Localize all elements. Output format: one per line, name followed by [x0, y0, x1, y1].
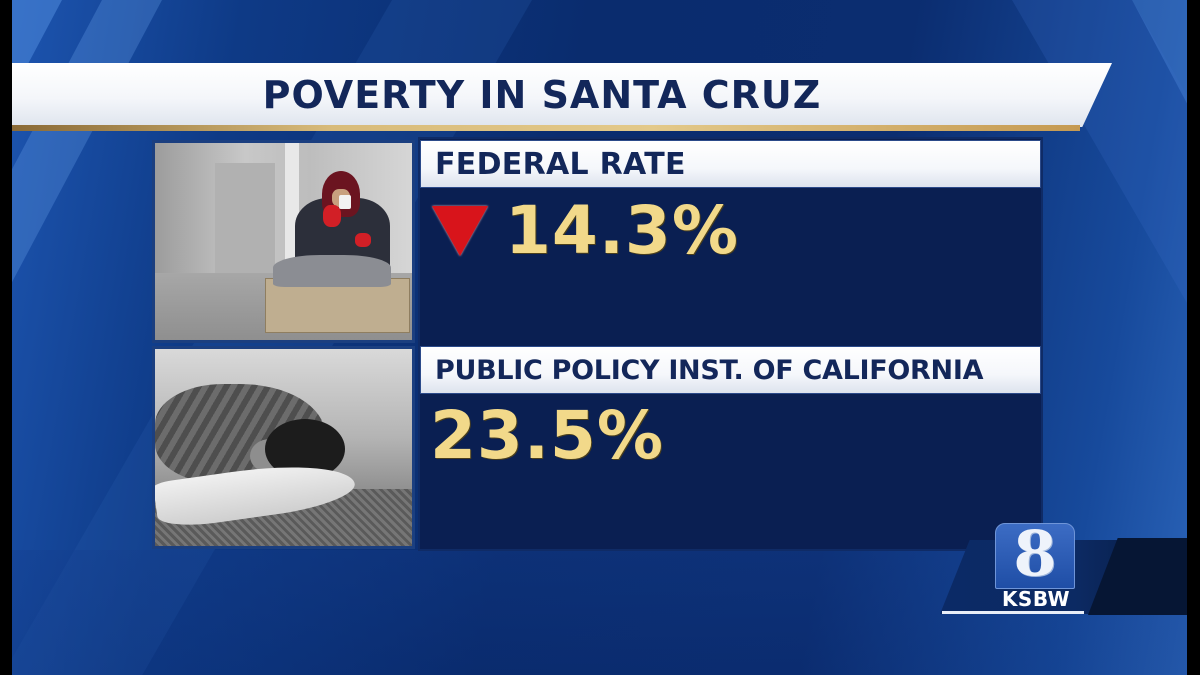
title-gold-underline — [12, 125, 1080, 131]
station-logo-badge: 8 — [995, 523, 1075, 589]
stat-label-federal-rate: FEDERAL RATE — [420, 140, 1041, 188]
stat-value-ppic: 23.5% — [430, 397, 664, 474]
stats-panel — [418, 137, 1043, 551]
photo-person-with-cup — [152, 140, 415, 343]
down-triangle-icon — [432, 206, 488, 256]
photo-person-sleeping — [152, 346, 415, 549]
station-name: KSBW — [1001, 587, 1071, 611]
cup — [339, 195, 351, 209]
stat-value-federal-rate: 14.3% — [505, 192, 739, 269]
channel-number: 8 — [1013, 517, 1057, 590]
page-title: POVERTY IN SANTA CRUZ — [262, 73, 822, 117]
stat-label-ppic: PUBLIC POLICY INST. OF CALIFORNIA — [420, 346, 1041, 394]
title-banner — [12, 63, 1112, 127]
logo-underline — [942, 611, 1084, 614]
